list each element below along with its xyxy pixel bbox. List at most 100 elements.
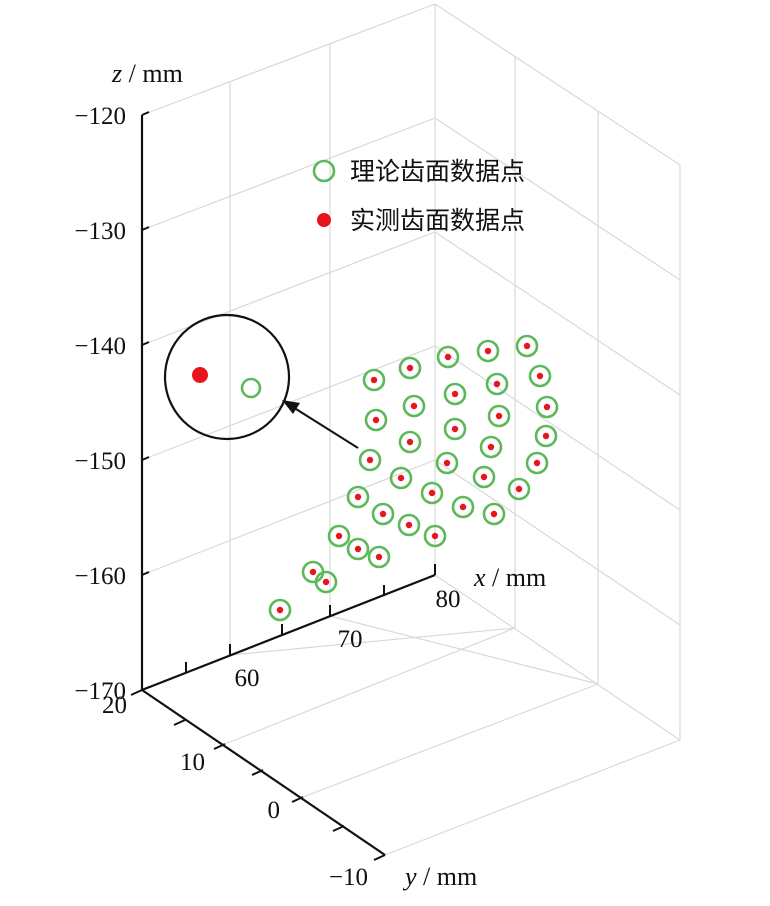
x-axis-var: x <box>473 563 486 592</box>
measured-point <box>480 473 488 481</box>
grid-line <box>434 3 681 166</box>
theoretical-point <box>398 430 422 454</box>
theoretical-point <box>346 537 370 561</box>
grid-line <box>329 615 599 685</box>
z-tick-label: −160 <box>74 563 126 590</box>
y-tick <box>173 719 186 726</box>
measured-point <box>370 376 378 384</box>
theoretical-point <box>485 372 509 396</box>
theoretical-point <box>528 364 552 388</box>
inset-circle <box>163 313 291 441</box>
measured-point <box>322 578 330 586</box>
measured-point <box>533 459 541 467</box>
axes <box>140 115 436 856</box>
measured-point <box>543 403 551 411</box>
y-tick-label: 20 <box>102 692 127 719</box>
legend: 理论齿面数据点 实测齿面数据点 <box>312 157 525 235</box>
theoretical-point <box>443 382 467 406</box>
z-tick <box>141 686 150 691</box>
measured-point <box>431 532 439 540</box>
theoretical-point <box>476 339 500 363</box>
z-axis-var: z <box>111 59 122 88</box>
measured-point <box>372 416 380 424</box>
grid-line <box>141 3 436 116</box>
measured-point <box>451 390 459 398</box>
tick-labels: −120 −130 −140 −150 −160 −170 60 70 80 20 10 0 −10 <box>74 103 460 891</box>
z-tick-label: −120 <box>74 103 126 130</box>
theoretical-point <box>487 404 511 428</box>
x-tick-label: 70 <box>338 626 363 653</box>
y-axis-line <box>141 689 386 856</box>
z-tick <box>141 341 150 346</box>
theoretical-point <box>423 524 447 548</box>
z-tick-label: −170 <box>74 678 126 705</box>
measured-point <box>490 510 498 518</box>
measured-point <box>276 606 284 614</box>
z-axis-unit: / mm <box>122 59 183 88</box>
measured-point <box>354 545 362 553</box>
measured-point <box>495 412 503 420</box>
theoretical-point <box>479 435 503 459</box>
theoretical-point <box>371 502 395 526</box>
measured-point <box>536 372 544 380</box>
measured-point <box>523 342 531 350</box>
y-tick <box>251 769 264 776</box>
measured-point <box>443 459 451 467</box>
y-tick <box>332 825 345 832</box>
inset-measured-dot <box>192 367 208 383</box>
x-axis-unit: / mm <box>486 563 547 592</box>
y-tick <box>373 854 386 861</box>
z-tick-label: −140 <box>74 333 126 360</box>
measured-point <box>484 347 492 355</box>
measured-point <box>459 503 467 511</box>
grid-line <box>302 683 599 798</box>
legend-theoretical-label: 理论齿面数据点 <box>350 157 525 186</box>
measured-point <box>428 489 436 497</box>
inset-arrow-head <box>282 400 300 414</box>
grid-line <box>384 739 681 856</box>
y-axis-unit: / mm <box>417 862 478 891</box>
grid-lines <box>141 3 681 856</box>
z-tick <box>141 111 150 116</box>
theoretical-point <box>451 495 475 519</box>
y-tick <box>130 689 143 696</box>
theoretical-point <box>534 424 558 448</box>
theoretical-point <box>507 477 531 501</box>
theoretical-point <box>398 356 422 380</box>
theoretical-point <box>515 334 539 358</box>
theoretical-point <box>397 513 421 537</box>
grid-line <box>434 459 681 626</box>
theoretical-point <box>525 451 549 475</box>
theoretical-point <box>364 408 388 432</box>
z-tick <box>141 226 150 231</box>
theoretical-point <box>362 368 386 392</box>
measured-point <box>515 485 523 493</box>
measured-point <box>354 493 362 501</box>
grid-line <box>141 231 436 346</box>
grid-line <box>434 345 681 511</box>
inset-arrow-shaft <box>295 408 359 449</box>
y-tick <box>213 743 226 750</box>
data-points <box>268 334 559 622</box>
x-tick-label: 80 <box>436 586 461 613</box>
measured-point <box>487 443 495 451</box>
measured-point <box>309 568 317 576</box>
theoretical-point <box>535 395 559 419</box>
measured-point <box>375 553 383 561</box>
legend-measured-marker <box>317 213 331 227</box>
measured-point <box>410 402 418 410</box>
theoretical-point <box>482 502 506 526</box>
z-tick-label: −130 <box>74 218 126 245</box>
zoom-inset <box>163 313 359 449</box>
theoretical-point <box>367 545 391 569</box>
legend-theoretical-marker <box>312 159 336 183</box>
grid-line <box>141 117 436 231</box>
theoretical-point <box>436 345 460 369</box>
y-axis-title: y / mm <box>402 862 477 891</box>
measured-point <box>405 521 413 529</box>
theoretical-point <box>435 451 459 475</box>
theoretical-point <box>346 485 370 509</box>
theoretical-point <box>268 598 292 622</box>
measured-point <box>379 510 387 518</box>
grid-line <box>434 231 681 396</box>
